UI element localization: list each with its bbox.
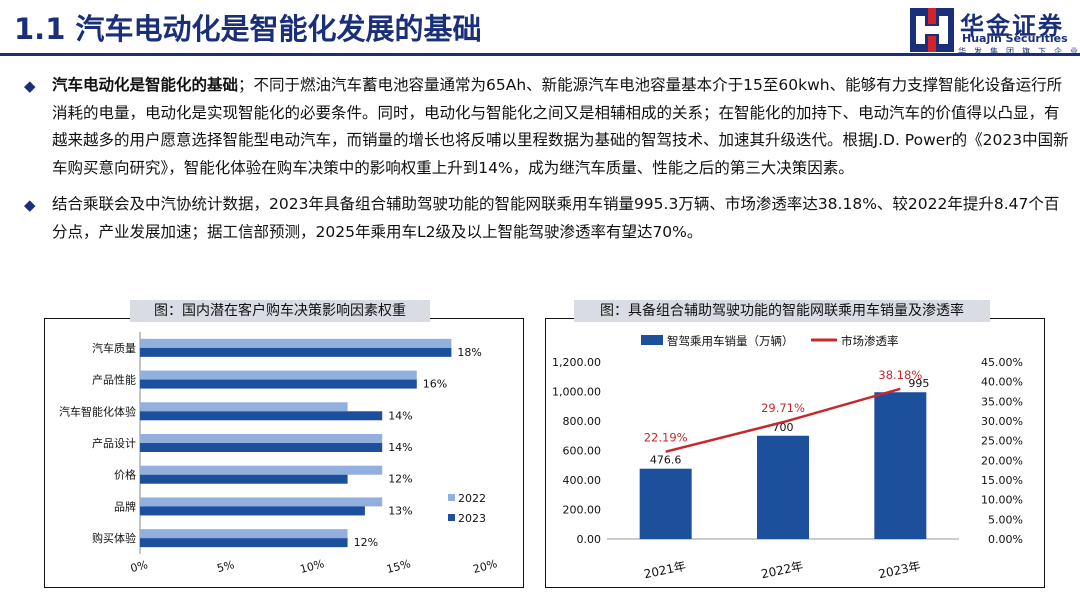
category-label: 价格 [114, 468, 136, 482]
bar-2022 [140, 434, 383, 443]
logo-icon [910, 8, 954, 52]
y-right-tick-label: 40.00% [981, 376, 1023, 389]
bullet-bold-lead: 汽车电动化是智能化的基础 [52, 76, 239, 94]
data-label: 13% [388, 504, 412, 517]
bar-2023 [140, 379, 417, 389]
bar-2022 [140, 497, 383, 507]
logo-subtitle: 华发集团旗下企业 [958, 47, 1080, 56]
x-tick-label: 2023年 [877, 559, 922, 582]
bullet-item: ◆ 结合乘联会及中汽协统计数据，2023年具备组合辅助驾驶功能的智能网联乘用车销量… [22, 191, 1072, 246]
legend-label: 2023 [458, 512, 486, 525]
sales-bar [757, 435, 809, 539]
data-label: 16% [423, 378, 447, 391]
bullet-text: 结合乘联会及中汽协统计数据，2023年具备组合辅助驾驶功能的智能网联乘用车销量9… [52, 195, 1060, 241]
x-tick-label: 2021年 [643, 559, 688, 582]
y-right-tick-label: 0.00% [988, 533, 1023, 546]
category-label: 汽车智能化体验 [59, 404, 136, 418]
y-left-tick-label: 1,200.00 [552, 356, 601, 369]
legend-swatch [448, 494, 455, 501]
x-tick-label: 15% [385, 557, 412, 576]
data-label: 18% [457, 346, 481, 359]
data-label: 12% [388, 473, 412, 486]
category-label: 产品设计 [92, 436, 136, 450]
y-left-tick-label: 600.00 [563, 445, 602, 458]
bar-2023 [140, 347, 452, 357]
bar-2023 [140, 538, 348, 548]
y-left-tick-label: 200.00 [563, 504, 602, 517]
data-label: 14% [388, 441, 412, 454]
y-right-tick-label: 30.00% [981, 415, 1023, 428]
y-right-tick-label: 10.00% [981, 494, 1023, 507]
bullet-text: ；不同于燃油汽车蓄电池容量通常为65Ah、新能源汽车电池容量基本介于15至60k… [52, 76, 1069, 177]
sales-bar [874, 392, 927, 539]
legend-label-line: 市场渗透率 [841, 334, 899, 348]
logo-name-cn: 华金证券 [960, 12, 1064, 40]
y-left-tick-label: 800.00 [563, 415, 602, 428]
bar-2022 [140, 529, 348, 539]
sales-bar [639, 468, 692, 539]
category-label: 品牌 [114, 499, 136, 513]
horizontal-bar-chart: 汽车质量 18% 产品性能 16% 汽车智能化体验 14% 产品设计 14% 价格 12% 品牌 13… [59, 332, 499, 576]
diamond-bullet-icon: ◆ [24, 196, 36, 214]
y-left-tick-label: 1,000.00 [552, 386, 601, 399]
y-right-tick-label: 5.00% [988, 513, 1023, 526]
legend-label: 2022 [458, 492, 486, 505]
category-label: 产品性能 [92, 373, 136, 387]
line-value-label: 22.19% [644, 431, 688, 445]
bullet-item: ◆ 汽车电动化是智能化的基础；不同于燃油汽车蓄电池容量通常为65Ah、新能源汽车电… [22, 72, 1072, 182]
line-value-label: 29.71% [761, 401, 805, 415]
category-label: 购买体验 [92, 531, 136, 545]
bar-2023 [140, 506, 365, 516]
bar-line-combo-chart: 智驾乘用车销量（万辆） 市场渗透率 0.00 200.00 400.00 600.00 80… [552, 334, 1023, 582]
logo-name-en: Huajin Securities [962, 32, 1068, 45]
bar-2023 [140, 474, 348, 484]
y-right-tick-label: 35.00% [981, 395, 1023, 408]
data-label: 14% [388, 409, 412, 422]
bar-value-label: 995 [908, 377, 929, 390]
x-tick-label: 5% [215, 558, 235, 575]
y-right-tick-label: 25.00% [981, 435, 1023, 448]
left-chart-title: 图：国内潜在客户购车决策影响因素权重 [130, 300, 430, 322]
x-tick-label: 10% [299, 557, 326, 576]
y-left-tick-label: 0.00 [577, 533, 602, 546]
bar-value-label: 476.6 [650, 454, 682, 467]
legend-swatch [448, 514, 455, 521]
penetration-rate-line [665, 387, 901, 453]
x-tick-label: 20% [472, 557, 499, 576]
line-value-label: 38.18% [878, 368, 922, 382]
y-right-tick-label: 45.00% [981, 356, 1023, 369]
diamond-bullet-icon: ◆ [24, 77, 36, 95]
bar-2022 [140, 402, 348, 412]
title-divider [0, 53, 1080, 56]
category-label: 汽车质量 [92, 341, 136, 355]
x-tick-label: 0% [129, 558, 149, 575]
bullet-list: ◆ 汽车电动化是智能化的基础；不同于燃油汽车蓄电池容量通常为65Ah、新能源汽车电… [22, 72, 1072, 246]
legend-swatch-bar [641, 335, 663, 345]
bar-2022 [140, 338, 452, 348]
y-right-tick-label: 20.00% [981, 454, 1023, 467]
bar-2023 [140, 411, 383, 421]
bar-2022 [140, 370, 417, 380]
y-left-tick-label: 400.00 [563, 474, 602, 487]
x-tick-label: 2022年 [760, 559, 805, 582]
data-label: 12% [354, 536, 378, 549]
bar-2023 [140, 443, 383, 452]
legend-label-bar: 智驾乘用车销量（万辆） [667, 334, 794, 348]
company-logo: 华金证券 Huajin Securities 华发集团旗下企业 [910, 6, 1080, 56]
page-title: 1.1 汽车电动化是智能化发展的基础 [14, 12, 482, 46]
right-chart-title: 图：具备组合辅助驾驶功能的智能网联乘用车销量及渗透率 [574, 300, 990, 322]
bar-2022 [140, 465, 383, 475]
y-right-tick-label: 15.00% [981, 474, 1023, 487]
